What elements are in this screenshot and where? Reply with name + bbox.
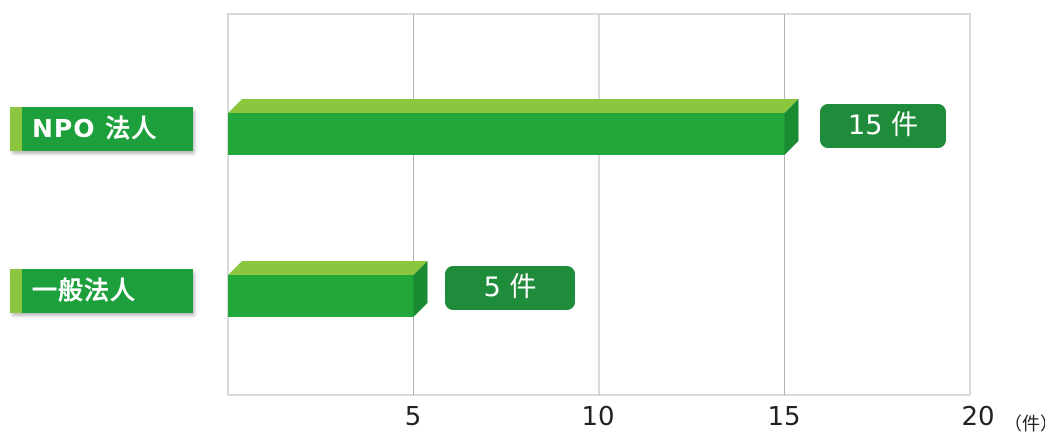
bar-top-face xyxy=(228,99,799,113)
bar-front-face xyxy=(228,275,414,317)
category-label-npo: NPO 法人 xyxy=(10,107,193,151)
value-label-general: 5 件 xyxy=(445,266,575,310)
bar xyxy=(228,261,428,317)
gridlines xyxy=(413,14,785,395)
bar-front-face xyxy=(228,113,785,155)
value-label-npo: 15 件 xyxy=(820,104,946,148)
category-label-text: NPO 法人 xyxy=(32,114,158,143)
bar-side-face xyxy=(413,261,428,317)
bars xyxy=(228,99,799,317)
x-tick-label: 10 xyxy=(581,402,615,432)
bar xyxy=(228,99,799,155)
x-axis-unit: （件） xyxy=(1004,414,1045,435)
x-tick-label: 15 xyxy=(767,402,801,432)
bar-side-face xyxy=(784,99,799,155)
x-tick-label: 5 xyxy=(404,402,422,432)
bar-top-face xyxy=(228,261,428,275)
category-tab xyxy=(10,107,22,151)
category-label-general: 一般法人 xyxy=(10,269,193,313)
category-tab xyxy=(10,269,22,313)
x-tick-label: 20 xyxy=(961,402,995,432)
category-label-text: 一般法人 xyxy=(32,276,137,305)
